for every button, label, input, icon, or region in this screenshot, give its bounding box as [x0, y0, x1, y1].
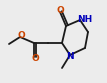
Text: O: O [31, 54, 39, 63]
Text: NH: NH [77, 15, 93, 23]
Text: N: N [66, 52, 74, 61]
Text: O: O [56, 6, 64, 15]
Text: O: O [17, 31, 25, 40]
